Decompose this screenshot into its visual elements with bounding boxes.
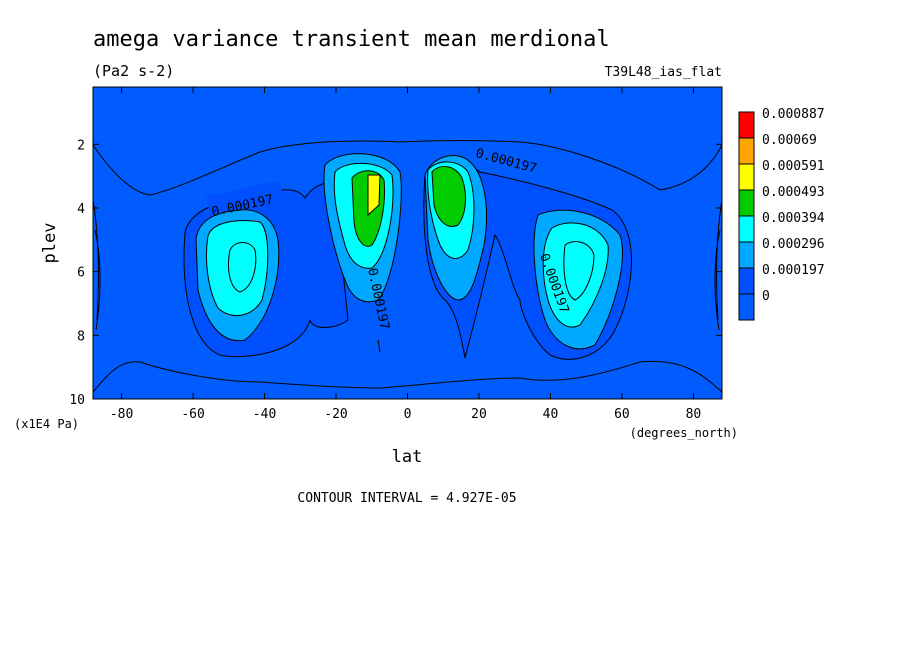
x-tick-label: -60 <box>181 407 204 422</box>
colorbar-swatch <box>738 215 755 243</box>
units-label: (Pa2 s-2) <box>93 62 174 80</box>
y-tick-label: 2 <box>77 138 85 153</box>
contour-band-0.000591 <box>367 174 381 217</box>
x-unit-label: (degrees_north) <box>630 426 738 440</box>
contour-lines <box>92 140 723 393</box>
x-tick-label: -40 <box>253 407 276 422</box>
y-tick-label: 10 <box>69 393 85 408</box>
x-tick-label: 0 <box>404 407 412 422</box>
x-axis: -80 -60 -40 -20 0 20 40 60 80 <box>110 87 701 422</box>
colorbar-swatch <box>738 241 755 269</box>
colorbar-swatch <box>738 293 755 321</box>
x-axis-label: lat <box>392 447 423 467</box>
colorbar-label: 0.000591 <box>762 159 825 174</box>
colorbar-swatch <box>738 163 755 191</box>
polar-edge-lines <box>92 199 723 331</box>
experiment-label: T39L48_ias_flat <box>605 65 722 80</box>
chart-title: amega variance transient mean merdional <box>93 27 610 52</box>
x-tick-label: 40 <box>543 407 559 422</box>
y-axis-label: plev <box>40 223 60 264</box>
colorbar-label: 0 <box>762 289 770 304</box>
contour-interval-label: CONTOUR INTERVAL = 4.927E-05 <box>297 491 516 506</box>
y-axis: 2 4 6 8 10 <box>69 138 722 408</box>
colorbar-label: 0.000394 <box>762 211 825 226</box>
colorbar-swatch <box>738 111 755 139</box>
y-unit-label: (x1E4 Pa) <box>14 417 79 431</box>
plot-area: 0.000197 0.000197 0.000197 0.000197 <box>92 86 723 400</box>
colorbar: 0.000887 0.00069 0.000591 0.000493 0.000394 0… <box>738 107 825 321</box>
colorbar-label: 0.000197 <box>762 263 825 278</box>
colorbar-swatch <box>738 137 755 165</box>
colorbar-label: 0.000296 <box>762 237 825 252</box>
colorbar-label: 0.00069 <box>762 133 817 148</box>
x-tick-label: 20 <box>471 407 487 422</box>
x-tick-label: 60 <box>614 407 630 422</box>
y-tick-label: 4 <box>77 202 85 217</box>
y-tick-label: 8 <box>77 329 85 344</box>
y-tick-label: 6 <box>77 266 85 281</box>
x-tick-label: 80 <box>686 407 702 422</box>
x-tick-label: -80 <box>110 407 133 422</box>
x-tick-label: -20 <box>324 407 347 422</box>
colorbar-label: 0.000887 <box>762 107 825 122</box>
colorbar-label: 0.000493 <box>762 185 825 200</box>
colorbar-swatch <box>738 189 755 217</box>
contour-label-bg-1 <box>206 180 283 212</box>
colorbar-swatch <box>738 267 755 295</box>
